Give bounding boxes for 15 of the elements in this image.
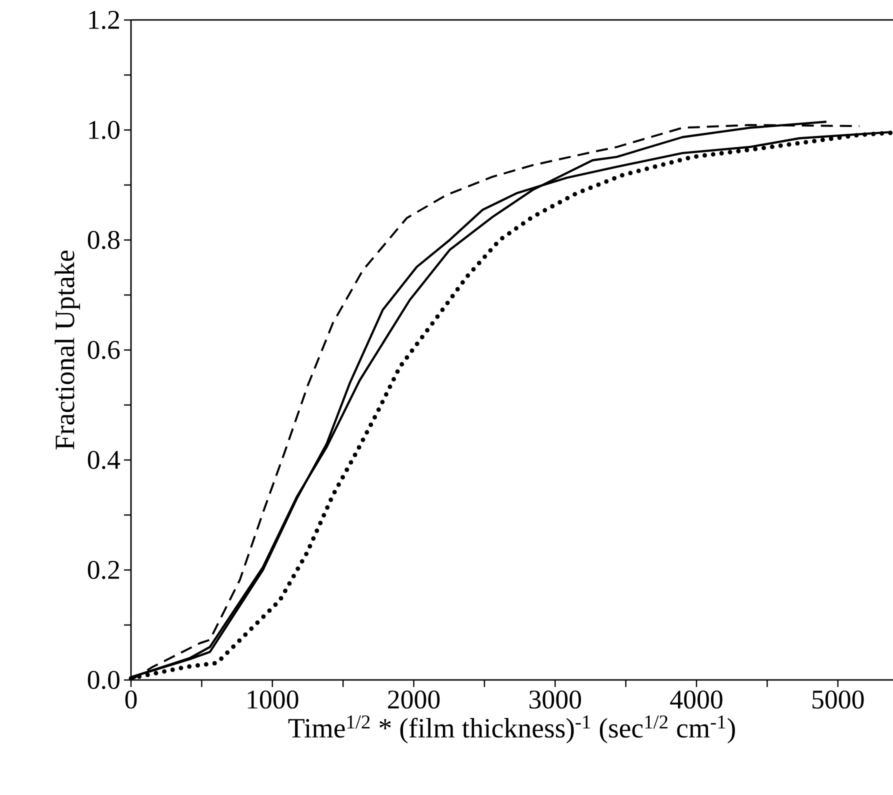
y-tick-label: 0.4 (88, 450, 120, 470)
y-tick-label: 0.6 (88, 340, 120, 360)
y-tick-label: 1.0 (89, 120, 120, 140)
y-tick-label: 0.8 (88, 230, 120, 250)
y-axis-title: Fractional Uptake (54, 250, 80, 450)
y-tick-label: 0.0 (88, 670, 120, 690)
x-tick-label: 4000 (670, 690, 722, 709)
x-tick-label: 2000 (388, 690, 440, 709)
y-tick-label: 0.2 (88, 560, 120, 580)
x-tick-label: 0 (125, 690, 137, 709)
text: Time$^{1/2}$ * (film thickness)$^{-1}$ (sec$^{1/2}$ cm$^{-1}$) (288, 715, 735, 744)
x-tick-label: 1000 (248, 690, 298, 709)
y-tick-label: 1.2 (89, 10, 120, 30)
x-tick-label: 3000 (530, 690, 581, 709)
x-tick-label: 5000 (812, 690, 864, 709)
